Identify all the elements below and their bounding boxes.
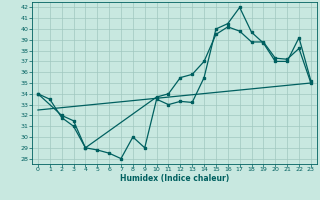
X-axis label: Humidex (Indice chaleur): Humidex (Indice chaleur) bbox=[120, 174, 229, 183]
